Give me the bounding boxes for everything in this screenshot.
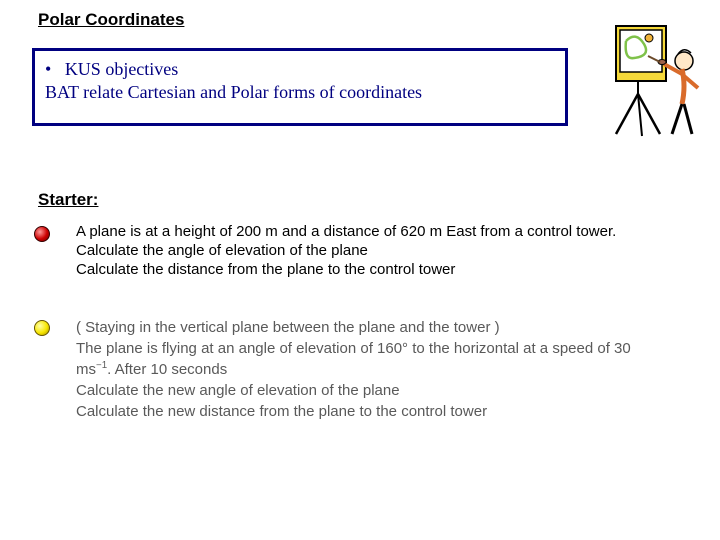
page-title: Polar Coordinates bbox=[38, 10, 184, 30]
task1-text: A plane is at a height of 200 m and a di… bbox=[76, 223, 666, 279]
bat-objective-line: BAT relate Cartesian and Polar forms of … bbox=[45, 82, 555, 103]
task2-line2a: The plane is flying at an angle of eleva… bbox=[76, 340, 614, 357]
bullet-yellow-icon bbox=[34, 320, 50, 336]
task1-line3: Calculate the distance from the plane to… bbox=[76, 261, 455, 278]
task2-line3: Calculate the new angle of elevation of … bbox=[76, 382, 400, 399]
task1-line1: A plane is at a height of 200 m and a di… bbox=[76, 223, 616, 240]
task2-text: ( Staying in the vertical plane between … bbox=[76, 317, 666, 422]
bullet-red-icon bbox=[34, 226, 50, 242]
task2-line1: ( Staying in the vertical plane between … bbox=[76, 319, 500, 336]
kus-objectives-line: • KUS objectives bbox=[45, 59, 555, 80]
bullet-dot: • bbox=[45, 59, 51, 79]
kus-text: KUS objectives bbox=[65, 59, 178, 79]
task1-line2: Calculate the angle of elevation of the … bbox=[76, 242, 368, 259]
task2-line4: Calculate the new distance from the plan… bbox=[76, 403, 487, 420]
objectives-box: • KUS objectives BAT relate Cartesian an… bbox=[32, 48, 568, 126]
starter-heading: Starter: bbox=[38, 190, 98, 210]
task2-speed-exp: −1 bbox=[96, 360, 107, 371]
task2-line2c: . After 10 seconds bbox=[107, 361, 227, 378]
easel-clipart bbox=[586, 16, 706, 146]
